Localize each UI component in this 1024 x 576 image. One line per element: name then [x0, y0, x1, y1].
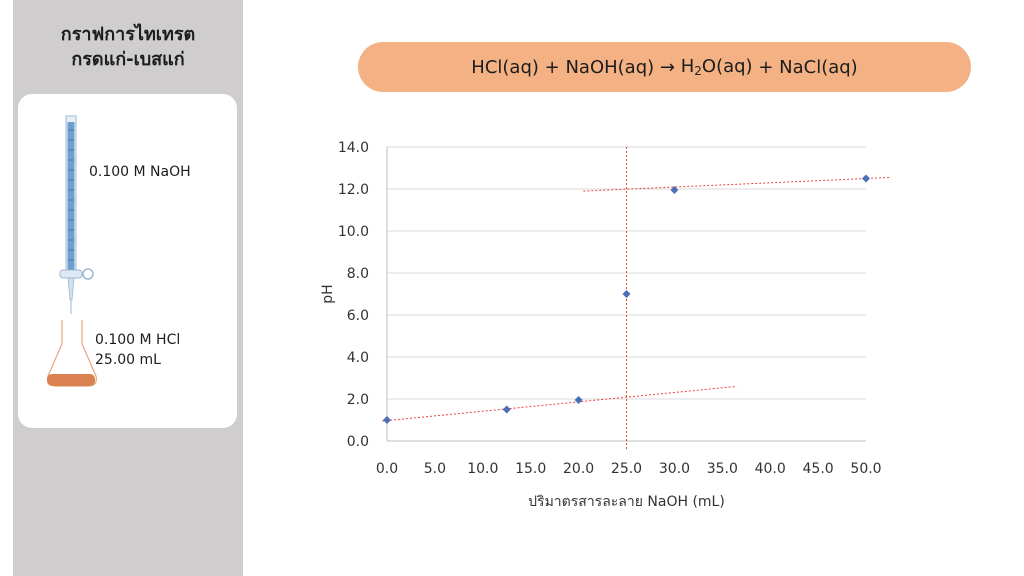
y-tick-label: 2.0: [347, 392, 369, 408]
y-tick-label: 10.0: [338, 224, 369, 240]
plus-sign-2: +: [758, 56, 774, 78]
data-point: [622, 290, 631, 298]
burette-label: 0.100 M NaOH: [89, 164, 191, 180]
x-tick-label: 15.0: [515, 461, 546, 477]
trendline: [382, 385, 737, 422]
x-tick-label: 20.0: [563, 461, 594, 477]
sidebar-panel: กราฟการไทเทรต กรดแก่-เบสแก่: [13, 0, 243, 576]
flask-label-line1: 0.100 M HCl: [95, 332, 181, 348]
x-tick-label: 0.0: [376, 461, 398, 477]
titration-curve-chart: 0.0 2.0 4.0 6.0 8.0 10.0 12.0 14.0 0.0 5.0 10.0 15.…: [320, 140, 890, 510]
reaction-arrow-icon: →: [659, 56, 675, 78]
x-axis-title: ปริมาตรสารละลาย NaOH (mL): [528, 494, 725, 510]
plus-sign-1: +: [544, 56, 560, 78]
data-point: [862, 174, 870, 183]
data-point: [574, 396, 583, 405]
burette-icon: [59, 115, 94, 314]
x-tick-label: 30.0: [659, 461, 690, 477]
sidebar-title-line1: กราฟการไทเทรต: [60, 24, 196, 45]
y-tick-label: 8.0: [347, 266, 369, 282]
product-nacl: NaCl(aq): [779, 56, 858, 78]
y-tick-label: 12.0: [338, 182, 369, 198]
x-tick-label: 35.0: [707, 461, 738, 477]
y-tick-label: 4.0: [347, 350, 369, 366]
erlenmeyer-flask-icon: [47, 320, 97, 387]
data-point: [502, 405, 511, 414]
flask-label-line2: 25.00 mL: [95, 352, 161, 368]
x-tick-label: 40.0: [755, 461, 786, 477]
trendline: [583, 176, 890, 192]
sidebar-title-line2: กรดแก่-เบสแก่: [71, 49, 185, 70]
x-tick-label: 10.0: [467, 461, 498, 477]
x-tick-label: 5.0: [424, 461, 446, 477]
x-tick-label: 50.0: [850, 461, 881, 477]
reaction-equation-banner: HCl(aq) + NaOH(aq) → H2O(aq) + NaCl(aq): [358, 42, 971, 92]
y-tick-label: 0.0: [347, 434, 369, 450]
y-tick-label: 14.0: [338, 140, 369, 156]
x-tick-label: 45.0: [803, 461, 834, 477]
y-axis-title: pH: [320, 284, 336, 303]
sidebar-title: กราฟการไทเทรต กรดแก่-เบสแก่: [13, 22, 243, 72]
x-tick-label: 25.0: [611, 461, 642, 477]
apparatus-card: 0.100 M NaOH 0.100 M HCl 25.00 mL: [18, 94, 237, 428]
data-point: [670, 186, 679, 195]
y-tick-label: 6.0: [347, 308, 369, 324]
data-point: [383, 416, 391, 424]
reactant-naoh: NaOH(aq): [565, 56, 655, 78]
reactant-hcl: HCl(aq): [471, 56, 539, 78]
product-water: H2O(aq): [680, 56, 753, 78]
titration-apparatus-illustration: [47, 115, 97, 387]
